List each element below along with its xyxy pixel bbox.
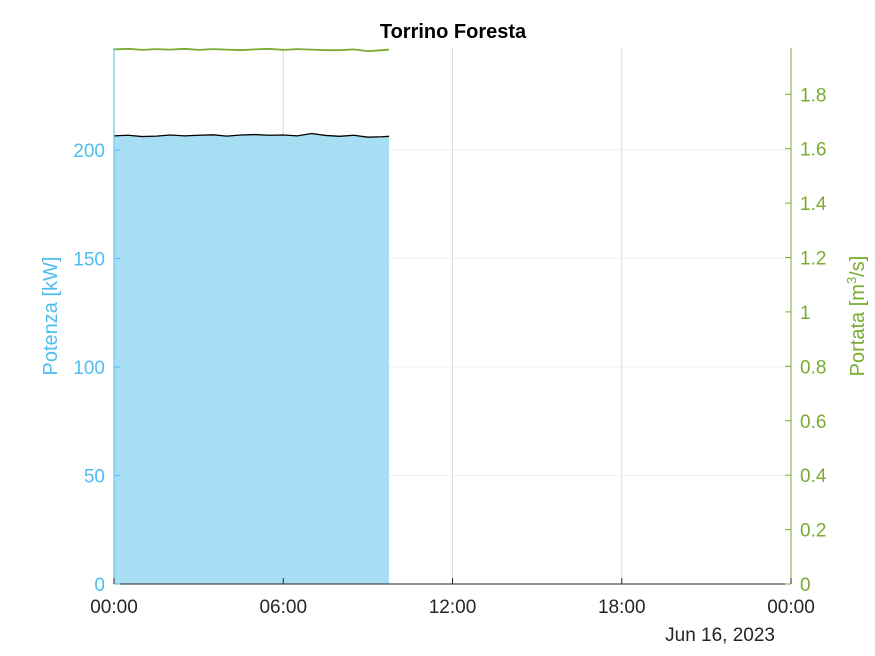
x-tick-label: 12:00 bbox=[429, 597, 477, 618]
area-fill-potenza bbox=[114, 133, 390, 584]
series-line-portata bbox=[113, 47, 390, 53]
y-axis-right-label-sup: 3 bbox=[844, 277, 859, 284]
y-right-tick-label: 0 bbox=[800, 575, 811, 596]
y-left-tick-label: 150 bbox=[73, 249, 105, 270]
x-tick-label: 00:00 bbox=[90, 597, 138, 618]
y-axis-right-label-end: /s] bbox=[847, 256, 869, 277]
y-axis-right-label: Portata [m3/s] bbox=[844, 256, 869, 377]
y-right-tick-label: 0.8 bbox=[800, 357, 826, 378]
chart-title: Torrino Foresta bbox=[380, 21, 527, 43]
series-layer bbox=[113, 47, 390, 584]
y-right-tick-label: 1.2 bbox=[800, 249, 826, 270]
y-left-tick-label: 50 bbox=[84, 466, 105, 487]
series-line-potenza bbox=[113, 132, 390, 138]
y-axis-left-label: Potenza [kW] bbox=[40, 257, 62, 376]
y-right-tick-label: 1.6 bbox=[800, 140, 826, 161]
x-tick-label: 06:00 bbox=[259, 597, 307, 618]
y-right-tick-label: 0.4 bbox=[800, 466, 827, 487]
axes-layer: 0 50 100 150 200 0 0.2 0.4 0.6 0.8 1 1.2 1.4 1.6 1.8 00… bbox=[73, 48, 827, 618]
y-axis-right-label-main: Portata [m bbox=[847, 284, 869, 376]
date-label: Jun 16, 2023 bbox=[665, 625, 775, 646]
x-tick-label: 00:00 bbox=[767, 597, 815, 618]
y-left-tick-label: 0 bbox=[94, 575, 105, 596]
y-right-tick-label: 0.2 bbox=[800, 521, 826, 542]
y-right-tick-label: 1.4 bbox=[800, 194, 827, 215]
y-right-tick-label: 0.6 bbox=[800, 412, 826, 433]
y-left-tick-label: 100 bbox=[73, 358, 105, 379]
y-right-tick-label: 1 bbox=[800, 303, 811, 324]
y-left-tick-label: 200 bbox=[73, 141, 105, 162]
x-tick-label: 18:00 bbox=[598, 597, 646, 618]
y-right-tick-label: 1.8 bbox=[800, 85, 826, 106]
